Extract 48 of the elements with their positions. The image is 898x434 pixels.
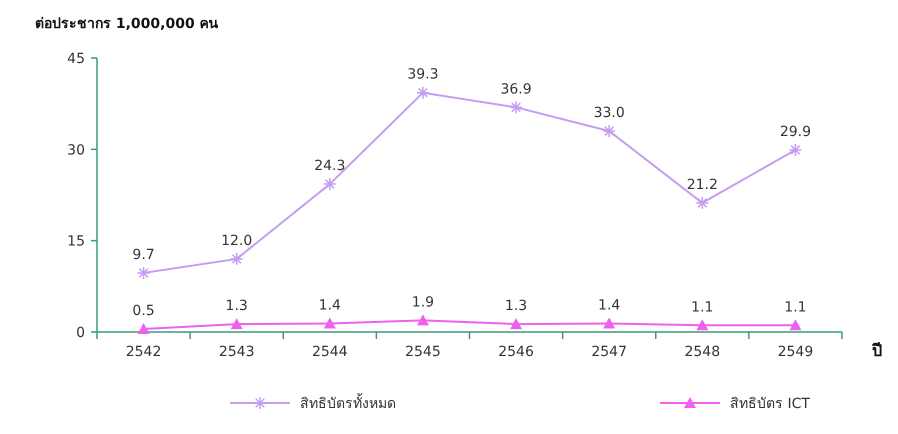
data-label: 24.3	[314, 158, 346, 174]
data-label: 36.9	[500, 81, 532, 98]
x-tick-label: 2545	[405, 344, 441, 360]
point	[136, 266, 150, 280]
x-tick-label: 2542	[126, 344, 162, 360]
data-label: 33.0	[594, 105, 625, 122]
legend-label: สิทธิบัตรทั้งหมด	[300, 393, 396, 412]
x-axis-title: ปี	[871, 341, 882, 360]
data-label: 1.3	[226, 298, 248, 314]
data-label: 0.5	[132, 302, 155, 319]
point	[788, 143, 802, 157]
data-label: 29.9	[780, 124, 812, 140]
point	[509, 100, 523, 114]
point	[789, 319, 802, 330]
point	[138, 322, 150, 334]
legend-label: สิทธิบัตร ICT	[730, 396, 810, 412]
point	[696, 196, 710, 210]
data-label: 1.3	[504, 298, 528, 314]
y-tick-label: 45	[67, 51, 85, 67]
point	[323, 177, 337, 191]
x-tick-label: 2543	[218, 344, 255, 360]
x-tick-label: 2547	[591, 344, 628, 360]
data-label: 9.7	[132, 246, 155, 263]
x-tick-label: 2549	[778, 344, 814, 360]
point	[416, 86, 430, 100]
data-label: 12.0	[221, 232, 252, 249]
x-tick-label: 2544	[312, 344, 348, 360]
point	[230, 318, 243, 330]
data-label: 21.2	[686, 176, 718, 193]
point	[696, 319, 708, 330]
point	[603, 317, 616, 328]
data-label: 1.4	[598, 297, 620, 314]
point	[602, 124, 616, 138]
data-label: 1.4	[318, 297, 342, 314]
point	[230, 252, 244, 266]
x-tick-label: 2546	[498, 344, 534, 360]
y-tick-label: 0	[76, 325, 85, 341]
point	[324, 317, 336, 328]
y-tick-label: 30	[67, 142, 85, 158]
data-label: 39.3	[407, 66, 439, 83]
data-label: 1.1	[691, 299, 714, 316]
point	[416, 314, 429, 326]
data-label: 1.1	[784, 299, 807, 316]
data-label: 1.9	[412, 294, 434, 310]
point	[510, 318, 522, 330]
x-tick-label: 2548	[684, 344, 720, 360]
y-tick-label: 15	[67, 234, 85, 250]
y-axis-title: ต่อประชากร 1,000,000 คน	[35, 16, 219, 32]
